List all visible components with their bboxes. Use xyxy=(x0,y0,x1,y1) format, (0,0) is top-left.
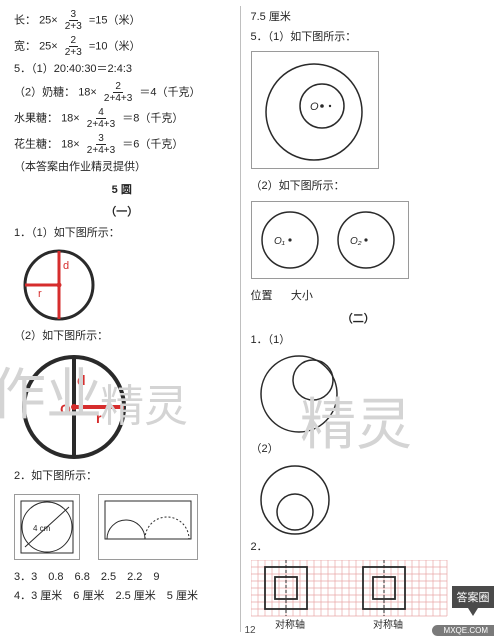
column-divider xyxy=(240,6,241,632)
line-peanut-candy: 花生糖： 18× 3 2+4+3 ＝6（千克） xyxy=(14,133,230,156)
q5-2: （2）如下图所示： xyxy=(251,178,467,195)
line-fruit-candy: 水果糖： 18× 4 2+4+3 ＝8（千克） xyxy=(14,107,230,130)
fraction: 4 2+4+3 xyxy=(85,107,117,130)
fraction: 3 2+3 xyxy=(63,9,84,32)
svg-text:O: O xyxy=(310,101,319,113)
numerator: 3 xyxy=(69,9,79,21)
svg-text:O₁: O₁ xyxy=(274,236,285,247)
label: 花生糖： xyxy=(14,138,58,150)
q2: 2．如下图所示： xyxy=(14,468,230,485)
svg-text:O: O xyxy=(60,401,71,417)
numerator: 3 xyxy=(96,133,106,145)
expr-a: 18× xyxy=(61,112,80,124)
p2-q1-1: 1．（1） xyxy=(251,332,467,349)
figure-p2-1 xyxy=(251,352,467,438)
svg-text:r: r xyxy=(96,410,102,426)
numerator: 4 xyxy=(96,107,106,119)
svg-text:d: d xyxy=(63,260,69,272)
denominator: 2+3 xyxy=(63,21,84,32)
q5-1: 5．（1）如下图所示： xyxy=(251,29,467,46)
svg-text:对称轴: 对称轴 xyxy=(373,618,403,631)
expr-a: 25× xyxy=(39,40,58,52)
expr-b: =10（米） xyxy=(89,40,141,52)
figure-grid: 对称轴 对称轴 xyxy=(251,560,467,632)
expr-a: 25× xyxy=(39,14,58,26)
answer-badge: 答案圈 xyxy=(448,582,498,618)
svg-text:4 cm: 4 cm xyxy=(33,524,51,533)
figure-p2-2 xyxy=(251,460,467,536)
svg-text:r: r xyxy=(38,288,42,300)
denominator: 2+4+3 xyxy=(102,93,134,104)
heading-part-2: （二） xyxy=(251,310,467,326)
line-length: 长： 25× 3 2+3 =15（米） xyxy=(14,9,230,32)
expr-b: =15（米） xyxy=(89,14,141,26)
size: 大小 xyxy=(291,290,313,302)
left-column: 长： 25× 3 2+3 =15（米） 宽： 25× 2 2+3 =10（米） … xyxy=(8,6,236,632)
line-5-1: 5．（1）20:40:30＝2:4:3 xyxy=(14,61,230,78)
right-column: 7.5 厘米 5．（1）如下图所示： O （2）如下图所示： O₁ O₂ xyxy=(245,6,473,632)
badge-text: 答案圈 xyxy=(457,590,490,604)
pos: 位置 xyxy=(251,290,273,302)
svg-text:O₂: O₂ xyxy=(350,236,362,247)
fraction: 2 2+4+3 xyxy=(102,81,134,104)
svg-text:d: d xyxy=(77,372,86,388)
q1-1: 1．（1）如下图所示： xyxy=(14,225,230,242)
line-milk-candy: （2）奶糖： 18× 2 2+4+3 ＝4（千克） xyxy=(14,81,230,104)
q4: 4．3 厘米 6 厘米 2.5 厘米 5 厘米 xyxy=(14,588,230,605)
svg-text:对称轴: 对称轴 xyxy=(275,618,305,631)
heading-part-1: （一） xyxy=(14,203,230,219)
fraction: 3 2+4+3 xyxy=(85,133,117,156)
expr-a: 18× xyxy=(78,86,97,98)
figure-5-1: O xyxy=(251,51,379,169)
footer-url: MXQE.COM xyxy=(432,625,494,636)
q1-2: （2）如下图所示： xyxy=(14,328,230,345)
expr-a: 18× xyxy=(61,138,80,150)
figure-2b xyxy=(98,494,198,560)
numerator: 2 xyxy=(69,35,79,47)
expr-b: ＝8（千克） xyxy=(122,112,183,124)
line-width: 宽： 25× 2 2+3 =10（米） xyxy=(14,35,230,58)
credit-line: （本答案由作业精灵提供） xyxy=(14,159,230,176)
expr-b: ＝4（千克） xyxy=(139,86,200,98)
page-body: 长： 25× 3 2+3 =15（米） 宽： 25× 2 2+3 =10（米） … xyxy=(0,0,480,638)
figure-2-row: 4 cm xyxy=(14,491,198,563)
denominator: 2+4+3 xyxy=(85,119,117,130)
figure-1-2: O d r xyxy=(14,347,230,465)
expr-b: ＝6（千克） xyxy=(122,138,183,150)
page-number: 12 xyxy=(244,625,255,636)
pos-size: 位置 大小 xyxy=(251,288,467,305)
denominator: 2+4+3 xyxy=(85,145,117,156)
figure-2a: 4 cm xyxy=(14,494,80,560)
label: 长： xyxy=(14,14,36,26)
line-7-5cm: 7.5 厘米 xyxy=(251,9,467,26)
label: （2）奶糖： xyxy=(14,86,75,98)
figure-1-1: d r xyxy=(14,245,230,325)
q3: 3．3 0.8 6.8 2.5 2.2 9 xyxy=(14,569,230,586)
p2-q2: 2． xyxy=(251,539,467,556)
p2-q1-2: （2） xyxy=(251,441,467,458)
fraction: 2 2+3 xyxy=(63,35,84,58)
numerator: 2 xyxy=(113,81,123,93)
figure-5-2: O₁ O₂ xyxy=(251,201,409,279)
heading-5-circle: 5 圆 xyxy=(14,181,230,197)
label: 水果糖： xyxy=(14,112,58,124)
label: 宽： xyxy=(14,40,36,52)
denominator: 2+3 xyxy=(63,47,84,58)
